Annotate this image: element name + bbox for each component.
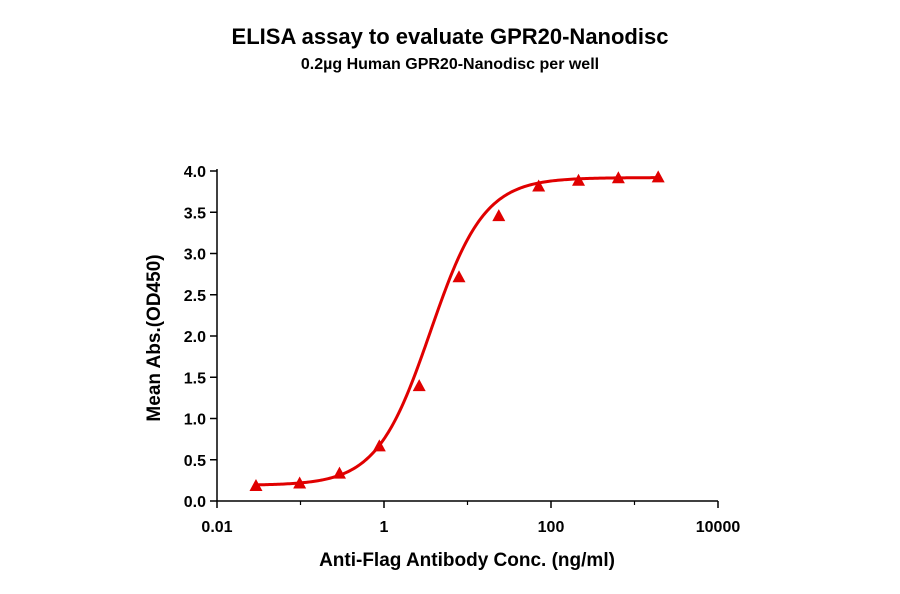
y-tick-label: 2.5 [184, 288, 206, 305]
data-point-8 [532, 179, 546, 192]
x-tick-label: 100 [538, 519, 565, 536]
y-tick-label: 0.5 [184, 453, 206, 470]
y-tick-label: 3.5 [184, 205, 206, 222]
data-point-5 [412, 379, 426, 392]
chart-subtitle: 0.2µg Human GPR20-Nanodisc per well [300, 56, 600, 73]
y-tick-label: 4.0 [184, 164, 206, 181]
data-point-4 [372, 439, 386, 452]
fit-curve [255, 176, 659, 487]
y-tick-label: 3.0 [184, 247, 206, 264]
axes: 0.0 0.5 1.0 1.5 2.0 2.5 3.0 3.5 4.0 0.01 1 100 10000 [184, 164, 741, 536]
data-point-2 [293, 476, 307, 489]
x-tick-label: 10000 [696, 519, 741, 536]
data-point-10 [611, 171, 625, 184]
y-tick-label: 1.5 [184, 370, 206, 387]
x-tick-label: 0.01 [201, 519, 232, 536]
fit-curve-group [255, 176, 659, 487]
data-point-1 [249, 478, 263, 491]
x-tick-label: 1 [380, 519, 389, 536]
chart-title: ELISA assay to evaluate GPR20-Nanodisc [231, 24, 669, 49]
y-axis-label: Mean Abs.(OD450) [144, 254, 165, 421]
y-tick-label: 0.0 [184, 494, 206, 511]
x-axis-label: Anti-Flag Antibody Conc. (ng/ml) [319, 550, 615, 571]
y-tick-label: 2.0 [184, 329, 206, 346]
y-tick-label: 1.0 [184, 412, 206, 429]
data-point-3 [332, 466, 346, 479]
data-point-11 [651, 170, 665, 183]
data-point-9 [572, 173, 586, 186]
data-points [249, 170, 665, 491]
data-point-6 [452, 270, 466, 283]
data-point-7 [492, 209, 506, 222]
